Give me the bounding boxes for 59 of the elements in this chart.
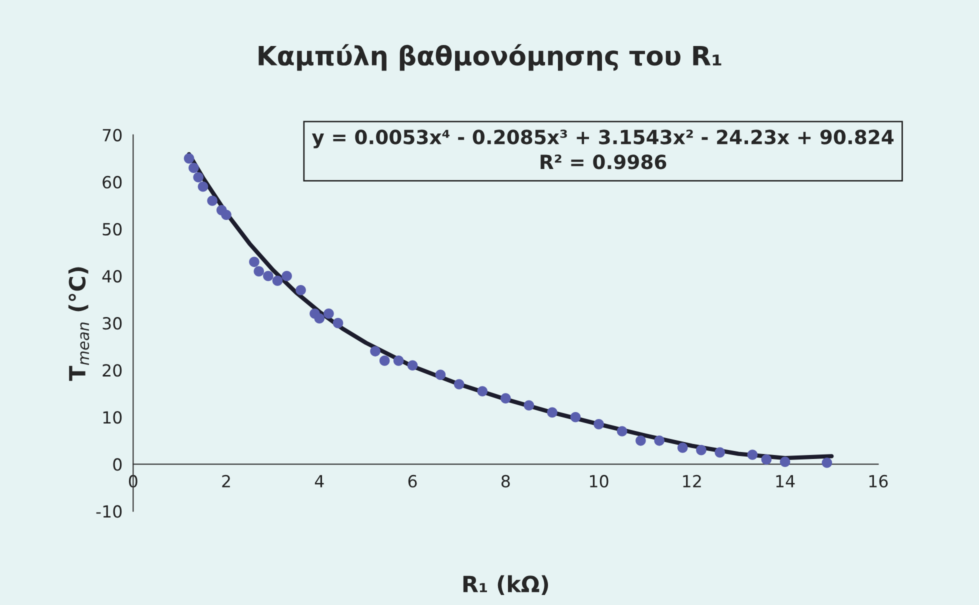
x-tick-label: 2 xyxy=(222,474,230,488)
x-tick-label: 8 xyxy=(501,474,510,488)
point xyxy=(454,379,464,390)
y-tick-label: 60 xyxy=(102,176,122,189)
annotation: y = 0.0053x⁴ - 0.2085x³ + 3.1543x² - 24.23x + 90.824 xyxy=(312,130,894,148)
point xyxy=(780,456,790,467)
point xyxy=(296,284,306,296)
point xyxy=(221,210,232,220)
point xyxy=(547,407,558,418)
point xyxy=(263,270,274,282)
point xyxy=(379,356,390,366)
x-tick-label: 4 xyxy=(314,475,324,488)
point xyxy=(747,450,758,460)
point xyxy=(370,346,380,356)
y-tick-label: 0 xyxy=(113,458,122,471)
point xyxy=(594,419,604,430)
y-tick-label: 50 xyxy=(102,222,122,236)
y-tick-label: -10 xyxy=(96,505,122,518)
point xyxy=(249,256,260,268)
point xyxy=(500,393,511,404)
annotation: R² = 0.9986 xyxy=(540,154,666,170)
point xyxy=(188,162,199,173)
point xyxy=(282,270,292,282)
point xyxy=(636,436,646,446)
x-axis-title: R₁ (kΩ) xyxy=(463,575,548,596)
point xyxy=(207,196,218,206)
x-tick-label: 14 xyxy=(776,475,795,488)
y-axis-title: T$_{mean}$ (°C) xyxy=(68,267,90,381)
point xyxy=(696,444,706,456)
y-tick-label: 40 xyxy=(102,270,122,283)
point xyxy=(393,356,404,366)
y-tick-label: 70 xyxy=(102,128,122,142)
point xyxy=(184,153,194,164)
point xyxy=(677,442,688,453)
x-tick-label: 16 xyxy=(869,474,888,488)
x-tick-label: 6 xyxy=(408,474,417,488)
point xyxy=(616,426,628,436)
x-tick-label: 10 xyxy=(590,474,608,488)
point xyxy=(324,308,334,319)
point xyxy=(254,266,264,276)
point xyxy=(524,400,534,411)
point xyxy=(761,454,772,465)
point xyxy=(822,458,832,468)
y-tick-label: 20 xyxy=(102,364,122,377)
x-tick-label: 12 xyxy=(683,474,701,488)
chart-title: Καμπύλη βαθμονόμησης του R₁ xyxy=(258,44,722,71)
point xyxy=(198,182,208,192)
point xyxy=(193,172,204,182)
point xyxy=(714,447,725,458)
point xyxy=(477,386,488,396)
point xyxy=(272,276,283,286)
point xyxy=(435,370,446,380)
point xyxy=(332,318,344,328)
y-tick-label: 30 xyxy=(102,317,122,330)
point xyxy=(570,412,581,422)
point xyxy=(314,313,325,324)
point xyxy=(407,360,418,371)
y-tick-label: 10 xyxy=(103,411,122,424)
point xyxy=(654,436,664,446)
